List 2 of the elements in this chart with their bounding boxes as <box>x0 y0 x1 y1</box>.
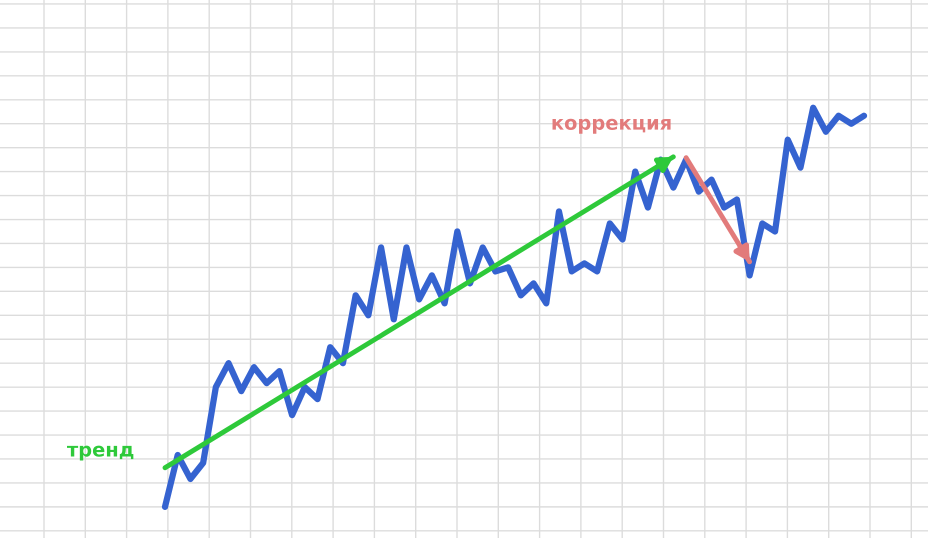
series-label: коррекция <box>552 118 671 134</box>
series-label: тренд <box>67 446 134 460</box>
